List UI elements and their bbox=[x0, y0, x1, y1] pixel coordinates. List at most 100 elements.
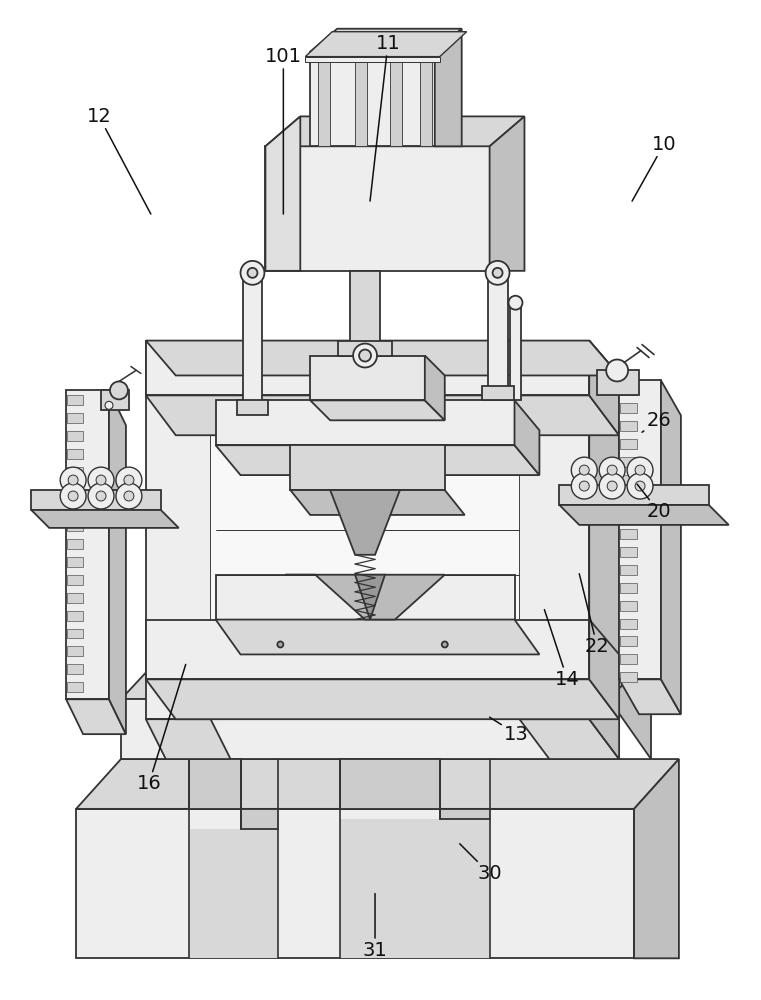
Circle shape bbox=[492, 268, 502, 278]
Polygon shape bbox=[189, 829, 279, 958]
Polygon shape bbox=[620, 529, 637, 539]
Text: 30: 30 bbox=[460, 844, 502, 883]
Polygon shape bbox=[661, 380, 681, 714]
Polygon shape bbox=[609, 654, 651, 759]
Polygon shape bbox=[340, 819, 489, 958]
Polygon shape bbox=[101, 390, 129, 410]
Polygon shape bbox=[589, 341, 619, 435]
Polygon shape bbox=[67, 395, 83, 405]
Polygon shape bbox=[620, 457, 637, 467]
Polygon shape bbox=[620, 619, 637, 629]
Circle shape bbox=[124, 475, 134, 485]
Circle shape bbox=[572, 473, 597, 499]
Polygon shape bbox=[619, 380, 661, 679]
Circle shape bbox=[277, 641, 283, 647]
Polygon shape bbox=[620, 403, 637, 413]
Polygon shape bbox=[589, 341, 619, 759]
Polygon shape bbox=[67, 646, 83, 656]
Polygon shape bbox=[215, 575, 514, 620]
Text: 20: 20 bbox=[637, 484, 671, 521]
Text: 12: 12 bbox=[87, 107, 151, 214]
Polygon shape bbox=[67, 539, 83, 549]
Polygon shape bbox=[146, 341, 211, 719]
Polygon shape bbox=[67, 485, 83, 495]
Polygon shape bbox=[482, 386, 514, 400]
Circle shape bbox=[60, 483, 86, 509]
Polygon shape bbox=[340, 759, 489, 819]
Polygon shape bbox=[146, 719, 231, 759]
Polygon shape bbox=[559, 485, 708, 505]
Circle shape bbox=[60, 467, 86, 493]
Polygon shape bbox=[620, 654, 637, 664]
Polygon shape bbox=[318, 52, 330, 146]
Polygon shape bbox=[435, 29, 462, 146]
Polygon shape bbox=[425, 356, 444, 420]
Polygon shape bbox=[67, 575, 83, 585]
Text: 22: 22 bbox=[579, 574, 610, 656]
Polygon shape bbox=[620, 421, 637, 431]
Polygon shape bbox=[146, 620, 589, 679]
Polygon shape bbox=[146, 341, 589, 395]
Polygon shape bbox=[146, 679, 619, 719]
Text: 101: 101 bbox=[265, 47, 302, 214]
Polygon shape bbox=[266, 146, 489, 271]
Polygon shape bbox=[338, 341, 392, 356]
Text: 31: 31 bbox=[363, 894, 387, 960]
Circle shape bbox=[627, 457, 653, 483]
Circle shape bbox=[124, 491, 134, 501]
Polygon shape bbox=[67, 629, 83, 638]
Polygon shape bbox=[67, 503, 83, 513]
Polygon shape bbox=[146, 341, 619, 375]
Polygon shape bbox=[76, 809, 634, 958]
Polygon shape bbox=[215, 400, 514, 445]
Circle shape bbox=[508, 296, 523, 310]
Polygon shape bbox=[67, 664, 83, 674]
Text: 14: 14 bbox=[544, 610, 580, 689]
Polygon shape bbox=[67, 467, 83, 477]
Polygon shape bbox=[76, 759, 679, 809]
Polygon shape bbox=[67, 449, 83, 459]
Polygon shape bbox=[589, 620, 619, 719]
Text: 13: 13 bbox=[489, 717, 529, 744]
Circle shape bbox=[607, 481, 617, 491]
Polygon shape bbox=[488, 271, 508, 395]
Circle shape bbox=[247, 268, 257, 278]
Polygon shape bbox=[291, 445, 444, 490]
Circle shape bbox=[88, 467, 114, 493]
Circle shape bbox=[607, 465, 617, 475]
Polygon shape bbox=[109, 390, 126, 734]
Polygon shape bbox=[237, 400, 269, 415]
Polygon shape bbox=[121, 699, 609, 759]
Polygon shape bbox=[310, 400, 444, 420]
Polygon shape bbox=[67, 682, 83, 692]
Polygon shape bbox=[266, 116, 301, 271]
Circle shape bbox=[579, 465, 589, 475]
Circle shape bbox=[68, 491, 78, 501]
Polygon shape bbox=[215, 620, 540, 654]
Circle shape bbox=[88, 483, 114, 509]
Polygon shape bbox=[310, 29, 462, 52]
Polygon shape bbox=[520, 719, 619, 759]
Polygon shape bbox=[310, 356, 425, 400]
Polygon shape bbox=[31, 510, 179, 528]
Polygon shape bbox=[620, 672, 637, 682]
Text: 16: 16 bbox=[136, 664, 186, 793]
Circle shape bbox=[599, 457, 625, 483]
Polygon shape bbox=[121, 654, 651, 699]
Polygon shape bbox=[66, 390, 109, 699]
Polygon shape bbox=[620, 385, 637, 395]
Polygon shape bbox=[67, 431, 83, 441]
Polygon shape bbox=[31, 490, 161, 510]
Polygon shape bbox=[266, 116, 524, 146]
Polygon shape bbox=[189, 759, 279, 829]
Polygon shape bbox=[620, 439, 637, 449]
Polygon shape bbox=[619, 679, 681, 714]
Text: 10: 10 bbox=[632, 135, 677, 201]
Text: 11: 11 bbox=[370, 34, 400, 201]
Polygon shape bbox=[285, 575, 444, 620]
Circle shape bbox=[635, 465, 645, 475]
Polygon shape bbox=[330, 490, 400, 555]
Circle shape bbox=[599, 473, 625, 499]
Polygon shape bbox=[620, 601, 637, 611]
Polygon shape bbox=[620, 493, 637, 503]
